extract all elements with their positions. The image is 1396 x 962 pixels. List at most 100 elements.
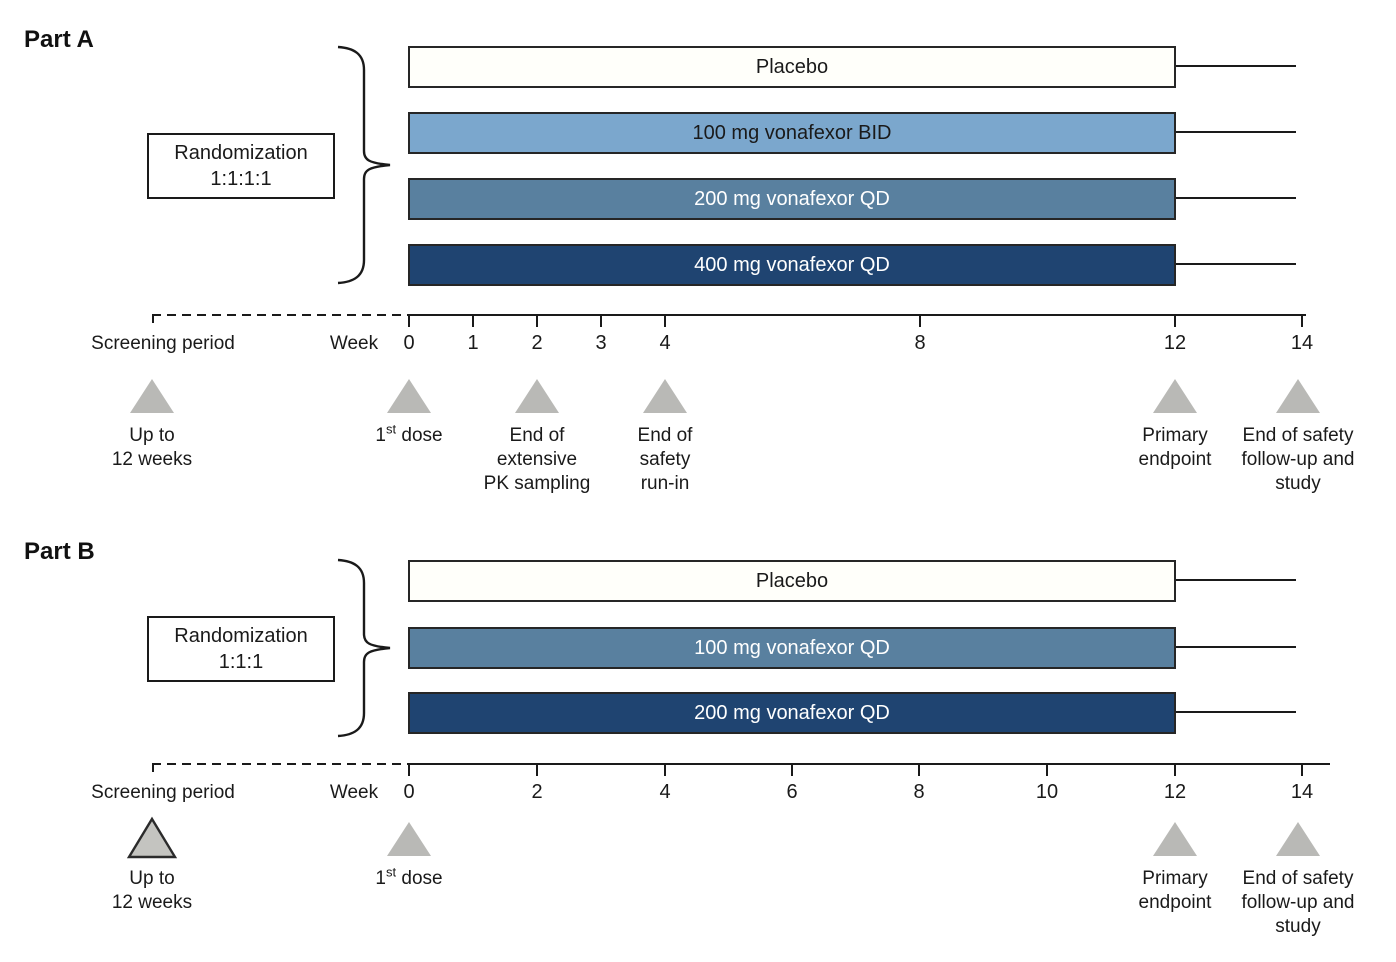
label-line: PK sampling <box>483 473 591 494</box>
label-part: dose <box>396 868 443 889</box>
randomization-ratio: 1:1:1:1 <box>210 168 272 190</box>
part-a-tick-w1 <box>472 314 474 327</box>
arm-label: 100 mg vonafexor QD <box>694 636 890 659</box>
part-b-arm-100qd: 100 mg vonafexor QD <box>408 627 1176 669</box>
part-a-screening-dashed-line <box>152 314 409 316</box>
part-b-randomization-box: Randomization 1:1:1 <box>147 616 335 682</box>
part-b-tick-w2 <box>536 763 538 776</box>
label-part: 1 <box>375 425 386 446</box>
part-a-week-12: 12 <box>1163 332 1187 354</box>
part-b-week-14: 14 <box>1290 781 1314 803</box>
part-a-title: Part A <box>24 26 94 53</box>
part-a-milestone-screening: Up to 12 weeks <box>72 424 232 472</box>
label-line: End of safety <box>1242 868 1354 889</box>
triangle-icon <box>1153 379 1197 413</box>
label-line: 12 weeks <box>111 449 193 470</box>
part-a-arm-200qd: 200 mg vonafexor QD <box>408 178 1176 220</box>
triangle-outlined-icon <box>126 816 178 859</box>
part-b-milestone-end-of-safety: End of safety follow-up and study <box>1223 867 1373 939</box>
label-line: follow-up and <box>1241 892 1355 913</box>
triangle-icon <box>1276 379 1320 413</box>
part-b-week-6: 6 <box>786 781 798 803</box>
triangle-icon <box>130 379 174 413</box>
label-superscript: st <box>385 864 397 880</box>
arm-label: 200 mg vonafexor QD <box>694 701 890 724</box>
label-superscript: st <box>385 421 397 437</box>
triangle-icon <box>515 379 559 413</box>
triangle-icon <box>1153 822 1197 856</box>
part-a-brace <box>337 45 391 285</box>
part-b-week-0: 0 <box>403 781 415 803</box>
label-line: End of <box>637 425 693 446</box>
label-line: endpoint <box>1138 449 1212 470</box>
part-b-week-8: 8 <box>913 781 925 803</box>
part-a-tick-w2 <box>536 314 538 327</box>
part-b-milestone-first-dose: 1st dose <box>339 864 479 891</box>
part-b-timeline <box>409 763 1330 765</box>
part-b-arm-placebo: Placebo <box>408 560 1176 602</box>
label-line: End of safety <box>1242 425 1354 446</box>
randomization-ratio: 1:1:1 <box>218 651 264 673</box>
part-a-tick-w14 <box>1301 314 1303 327</box>
part-a-week-3: 3 <box>595 332 607 354</box>
label-line: End of <box>509 425 565 446</box>
part-a-week-1: 1 <box>467 332 479 354</box>
part-a-milestone-primary-endpoint: Primary endpoint <box>1105 424 1245 472</box>
arm-label: 200 mg vonafexor QD <box>694 187 890 210</box>
part-b-arm-tail-line <box>1176 646 1296 648</box>
label-line: endpoint <box>1138 892 1212 913</box>
label-line: run-in <box>640 473 690 494</box>
part-b-tick-w12 <box>1174 763 1176 776</box>
label-line: safety <box>639 449 691 470</box>
part-b-screening-start-tick <box>152 763 154 772</box>
triangle-icon <box>643 379 687 413</box>
label-line: Primary <box>1142 868 1208 889</box>
part-a-week-14: 14 <box>1290 332 1314 354</box>
part-a-milestone-end-of-safety: End of safety follow-up and study <box>1223 424 1373 496</box>
arm-label: 400 mg vonafexor QD <box>694 253 890 276</box>
arm-label: Placebo <box>755 569 829 592</box>
part-b-tick-w4 <box>664 763 666 776</box>
part-a-milestone-pk-sampling: End of extensive PK sampling <box>457 424 617 496</box>
arm-label: 100 mg vonafexor BID <box>692 121 892 144</box>
part-a-tick-w4 <box>664 314 666 327</box>
part-b-week-2: 2 <box>531 781 543 803</box>
label-line: follow-up and <box>1241 449 1355 470</box>
part-b-week-label: Week <box>329 782 379 803</box>
part-a-screening-label: Screening period <box>91 333 235 354</box>
part-a-week-4: 4 <box>659 332 671 354</box>
part-b-brace <box>337 558 391 738</box>
part-a-week-2: 2 <box>531 332 543 354</box>
part-a-tick-w8 <box>919 314 921 327</box>
part-a-tick-w3 <box>600 314 602 327</box>
part-b-arm-200qd: 200 mg vonafexor QD <box>408 692 1176 734</box>
part-a-arm-tail-line <box>1176 65 1296 67</box>
part-a-randomization-box: Randomization 1:1:1:1 <box>147 133 335 199</box>
part-b-title: Part B <box>24 538 95 565</box>
label-line: study <box>1275 916 1321 937</box>
part-a-week-label: Week <box>329 333 379 354</box>
label-line: Up to <box>129 868 175 889</box>
part-b-week-10: 10 <box>1035 781 1059 803</box>
label-line: extensive <box>496 449 578 470</box>
label-part: 1 <box>375 868 386 889</box>
triangle-icon <box>387 379 431 413</box>
part-b-arm-tail-line <box>1176 579 1296 581</box>
randomization-label: Randomization <box>174 625 308 647</box>
part-a-tick-w0 <box>408 314 410 327</box>
label-part: dose <box>396 425 443 446</box>
label-line: Up to <box>129 425 175 446</box>
part-a-week-8: 8 <box>914 332 926 354</box>
label-line: 12 weeks <box>111 892 193 913</box>
part-b-arm-tail-line <box>1176 711 1296 713</box>
part-a-arm-placebo: Placebo <box>408 46 1176 88</box>
label-line: study <box>1275 473 1321 494</box>
part-a-arm-tail-line <box>1176 263 1296 265</box>
part-b-week-4: 4 <box>659 781 671 803</box>
part-a-arm-100bid: 100 mg vonafexor BID <box>408 112 1176 154</box>
triangle-icon <box>387 822 431 856</box>
part-b-week-12: 12 <box>1163 781 1187 803</box>
part-b-screening-label: Screening period <box>91 782 235 803</box>
part-a-week-0: 0 <box>403 332 415 354</box>
